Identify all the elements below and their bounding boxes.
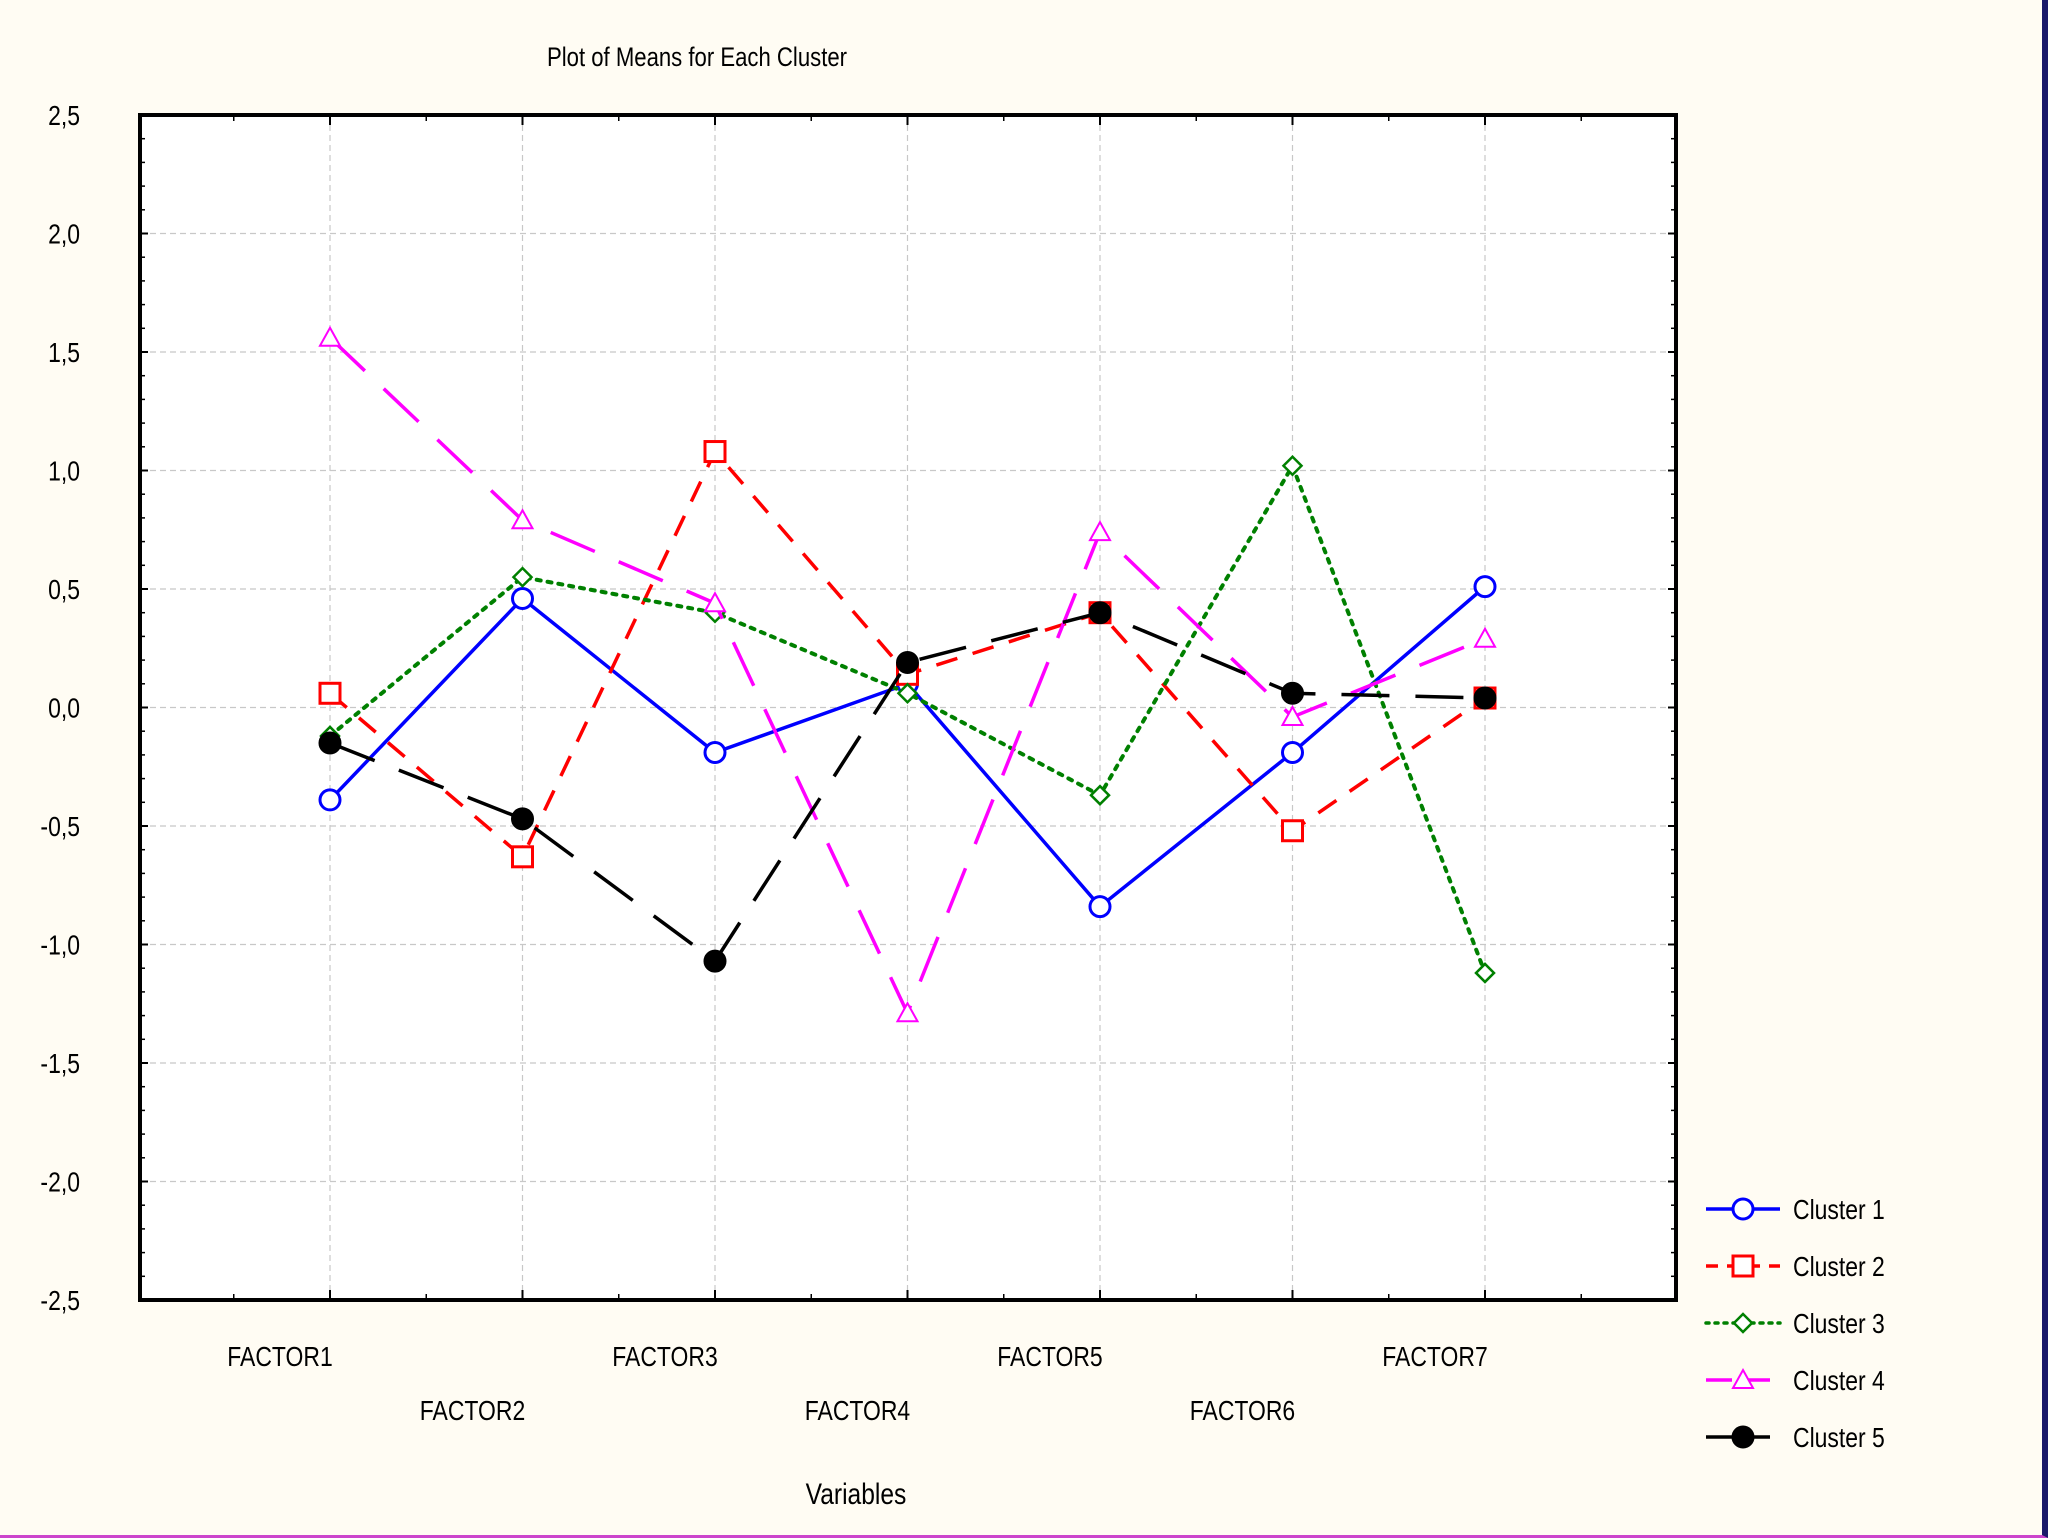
legend-item-cluster-1[interactable]: Cluster 1 — [1706, 1195, 1885, 1226]
plot-frame — [138, 113, 1678, 1302]
data-point — [896, 682, 919, 705]
x-tick-label: FACTOR6 — [1190, 1396, 1295, 1427]
legend-marker — [1732, 1312, 1754, 1334]
legend-label: Cluster 5 — [1793, 1423, 1885, 1454]
x-tick-label: FACTOR3 — [612, 1342, 717, 1373]
data-point — [1281, 681, 1304, 705]
y-tick-label: -2,0 — [40, 1167, 80, 1198]
data-point — [1281, 741, 1304, 765]
y-tick-label: 2,5 — [48, 101, 80, 132]
y-tick-label: 2,0 — [48, 219, 80, 250]
data-point — [318, 788, 342, 812]
data-point — [1088, 601, 1112, 625]
data-point — [1281, 819, 1304, 843]
data-point — [1281, 454, 1304, 477]
data-point — [703, 949, 727, 973]
data-point — [703, 440, 727, 464]
x-tick-label: FACTOR5 — [997, 1342, 1102, 1373]
data-point — [703, 741, 727, 765]
legend-item-cluster-2[interactable]: Cluster 2 — [1706, 1252, 1885, 1283]
legend-label: Cluster 4 — [1793, 1366, 1885, 1397]
legend-item-cluster-3[interactable]: Cluster 3 — [1704, 1309, 1885, 1340]
data-point — [1473, 626, 1497, 648]
y-tick-label: -2,5 — [40, 1286, 80, 1317]
data-point — [318, 731, 342, 755]
data-point — [511, 586, 534, 610]
series-layer — [318, 325, 1497, 1023]
y-tick-label: 0,5 — [48, 575, 80, 606]
data-point — [511, 807, 534, 831]
series-5 — [318, 601, 1497, 973]
x-tick-label: FACTOR7 — [1382, 1342, 1487, 1373]
y-tick-label: 1,5 — [48, 338, 80, 369]
data-point — [511, 845, 534, 869]
data-point — [318, 681, 342, 705]
legend-label: Cluster 2 — [1793, 1252, 1885, 1283]
x-axis-label: Variables — [806, 1477, 907, 1511]
data-point — [1280, 704, 1305, 726]
y-tick-label: 0,0 — [48, 693, 80, 724]
legend-marker — [1731, 1254, 1755, 1278]
data-point — [896, 650, 919, 674]
y-tick-label: 1,0 — [48, 456, 80, 487]
chart-title: Plot of Means for Each Cluster — [547, 43, 847, 73]
data-point — [511, 566, 534, 588]
legend-marker — [1731, 1367, 1755, 1389]
data-point — [510, 508, 535, 530]
data-point — [703, 591, 727, 613]
data-point — [1474, 962, 1496, 984]
legend-label: Cluster 1 — [1793, 1195, 1885, 1226]
data-point — [1088, 895, 1112, 919]
y-tick-label: -1,0 — [40, 930, 80, 961]
legend-label: Cluster 3 — [1793, 1309, 1885, 1340]
y-tick-label: -0,5 — [40, 812, 80, 843]
legend-marker — [1731, 1425, 1755, 1449]
legend-item-cluster-4[interactable]: Cluster 4 — [1706, 1366, 1885, 1397]
y-tick-label: -1,5 — [40, 1049, 80, 1080]
data-point — [895, 1001, 920, 1023]
data-point — [1473, 686, 1497, 710]
x-tick-label: FACTOR4 — [805, 1396, 910, 1427]
y-tick-labels: 2,5 2,0 1,5 1,0 0,5 0,0 -0,5 -1,0 -1,5 -2,0 -2,5 — [40, 101, 80, 1317]
data-point — [1088, 520, 1112, 542]
x-tick-label: FACTOR1 — [227, 1342, 332, 1373]
x-tick-label: FACTOR2 — [420, 1396, 525, 1427]
data-point — [1089, 784, 1111, 806]
x-tick-labels: FACTOR1 FACTOR2 FACTOR3 FACTOR4 FACTOR5 FACTO… — [227, 1342, 1487, 1427]
data-point — [1473, 575, 1497, 599]
series-4 — [318, 325, 1497, 1023]
legend-marker — [1731, 1197, 1755, 1221]
data-point — [318, 325, 342, 347]
legend-item-cluster-5[interactable]: Cluster 5 — [1706, 1423, 1885, 1454]
legend[interactable]: Cluster 1 Cluster 2 Cluster 3 Cluster 4 Clus… — [1704, 1195, 1885, 1454]
